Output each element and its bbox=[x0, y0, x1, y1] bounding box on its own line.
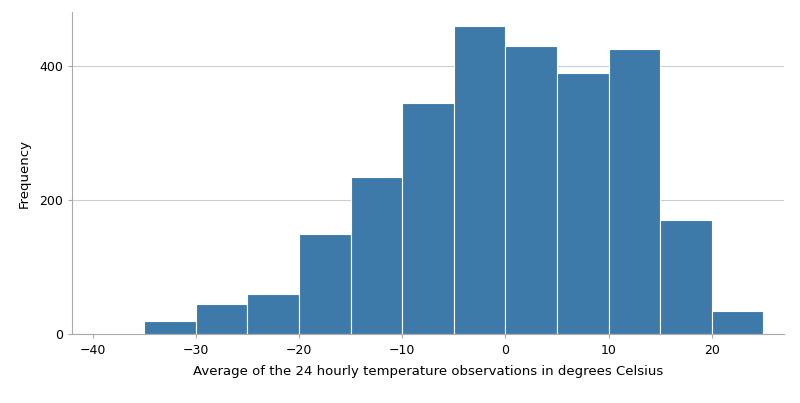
Bar bbox=[712, 311, 763, 334]
Bar bbox=[247, 294, 299, 334]
Bar bbox=[196, 304, 247, 334]
Bar bbox=[660, 220, 712, 334]
Bar bbox=[557, 73, 609, 334]
Bar bbox=[454, 25, 506, 334]
X-axis label: Average of the 24 hourly temperature observations in degrees Celsius: Average of the 24 hourly temperature obs… bbox=[193, 365, 663, 378]
Bar bbox=[144, 321, 196, 334]
Y-axis label: Frequency: Frequency bbox=[18, 139, 30, 208]
Bar bbox=[299, 234, 350, 334]
Bar bbox=[350, 177, 402, 334]
Bar bbox=[402, 103, 454, 334]
Bar bbox=[609, 49, 660, 334]
Bar bbox=[93, 333, 144, 334]
Bar bbox=[506, 46, 557, 334]
